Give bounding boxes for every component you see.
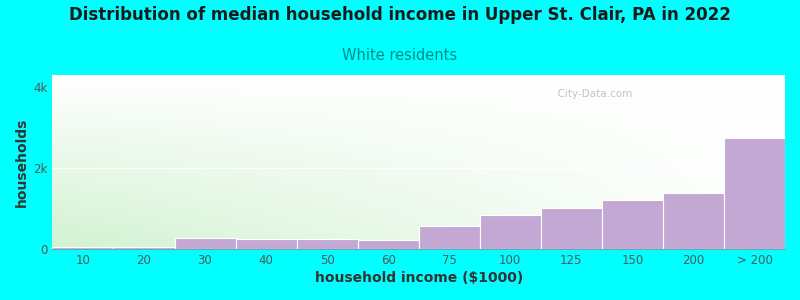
Bar	[724, 138, 785, 249]
Bar	[358, 241, 418, 249]
Bar	[114, 247, 174, 249]
Bar	[418, 226, 480, 249]
Bar	[541, 208, 602, 249]
Bar	[174, 238, 235, 249]
Y-axis label: households: households	[15, 117, 29, 207]
X-axis label: household income ($1000): household income ($1000)	[314, 271, 523, 285]
Bar	[663, 193, 724, 249]
Text: City-Data.com: City-Data.com	[550, 89, 632, 99]
Bar	[297, 239, 358, 249]
Bar	[480, 215, 541, 249]
Bar	[235, 239, 297, 249]
Text: Distribution of median household income in Upper St. Clair, PA in 2022: Distribution of median household income …	[69, 6, 731, 24]
Text: White residents: White residents	[342, 48, 458, 63]
Bar	[53, 248, 114, 249]
Bar	[602, 200, 663, 249]
